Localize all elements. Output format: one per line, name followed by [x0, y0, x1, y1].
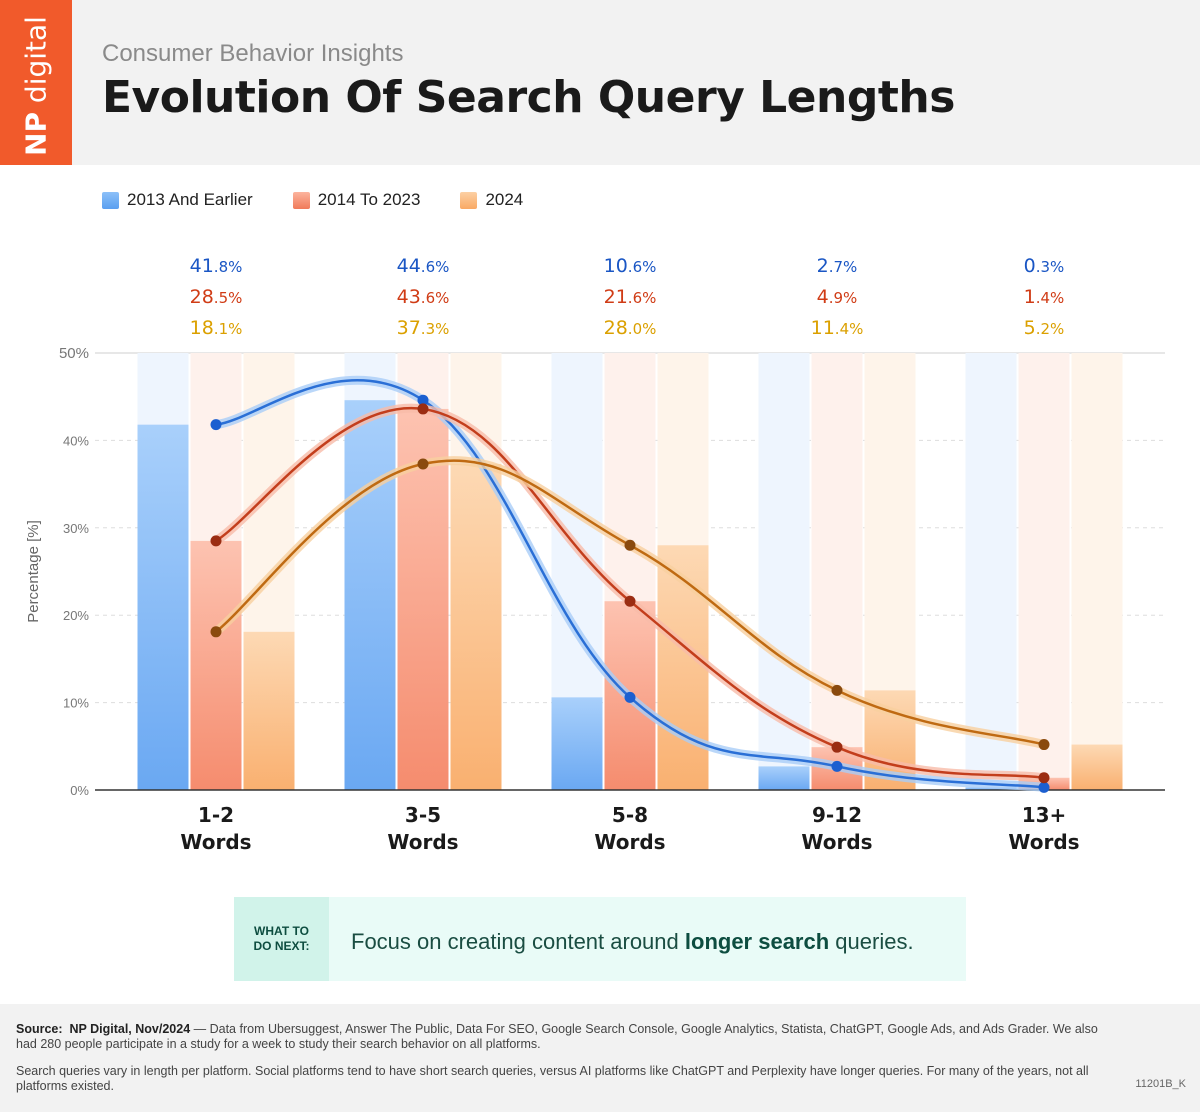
- callout-text: Focus on creating content around longer …: [351, 929, 914, 954]
- x-tick-label: Words: [180, 830, 251, 854]
- callout-label: WHAT TO DO NEXT:: [234, 897, 329, 981]
- bar-track: [965, 353, 1017, 790]
- data-label-2014-2023: 43.6%: [397, 286, 450, 308]
- data-point-2013: [831, 760, 843, 772]
- x-tick-label: 5-8: [612, 803, 648, 827]
- data-point-2024: [210, 626, 222, 638]
- bar-2013: [137, 424, 189, 790]
- chart-legend: 2013 And Earlier 2014 To 2023 2024: [102, 190, 523, 210]
- series-line-2014-2023: [214, 406, 1046, 780]
- legend-swatch-2024: [460, 191, 478, 209]
- bar-track: [1071, 353, 1123, 790]
- bar-2013: [551, 697, 603, 790]
- x-tick-label: Words: [801, 830, 872, 854]
- bar-line-chart: 0% 10% 20% 30% 40% 50% Percentage [%] 41.8% 28.5…: [25, 255, 1165, 854]
- platform-note: Search queries vary in length per platfo…: [16, 1064, 1089, 1093]
- data-point-2013: [210, 419, 222, 431]
- logo-text: NP digital: [19, 16, 53, 156]
- legend-item-2014-2023: 2014 To 2023: [292, 190, 421, 210]
- page-title: Evolution Of Search Query Lengths: [102, 72, 955, 123]
- x-tick-label: 13+: [1022, 803, 1067, 827]
- footer: Source: NP Digital, Nov/2024 — Data from…: [0, 1004, 1200, 1112]
- bar-2024: [1071, 744, 1123, 790]
- bar-track: [811, 353, 863, 790]
- legend-label-2024: 2024: [485, 190, 524, 209]
- y-axis-label: Percentage [%]: [25, 520, 42, 623]
- data-point-2013: [1038, 781, 1050, 793]
- data-label-2024: 18.1%: [190, 317, 243, 339]
- data-point-2014-2023: [624, 595, 636, 607]
- bar-2024: [450, 463, 502, 790]
- data-label-2013: 10.6%: [604, 255, 657, 277]
- bar-2013: [758, 766, 810, 790]
- data-label-2013: 44.6%: [397, 255, 450, 277]
- data-label-2024: 37.3%: [397, 317, 450, 339]
- data-label-2013: 2.7%: [817, 255, 858, 277]
- bar-2013: [965, 787, 1017, 790]
- bar-track: [1018, 353, 1070, 790]
- data-label-2013: 0.3%: [1024, 255, 1065, 277]
- y-tick-label: 50%: [59, 345, 89, 362]
- x-tick-label: 9-12: [812, 803, 862, 827]
- legend-item-2013: 2013 And Earlier: [102, 190, 253, 210]
- data-point-2014-2023: [831, 741, 843, 753]
- legend-item-2024: 2024: [460, 190, 523, 210]
- legend-label-2014-2023: 2014 To 2023: [317, 190, 421, 209]
- data-label-2014-2023: 1.4%: [1024, 286, 1065, 308]
- data-point-2013: [624, 691, 636, 703]
- x-tick-label: Words: [387, 830, 458, 854]
- series-line-2013: [214, 379, 1046, 789]
- legend-swatch-2013: [102, 191, 119, 209]
- np-digital-logo: NP digital: [0, 0, 72, 165]
- y-tick-label: 0%: [70, 783, 89, 798]
- y-tick-label: 30%: [63, 521, 89, 536]
- data-point-2014-2023: [1038, 772, 1050, 784]
- data-point-2024: [417, 458, 429, 470]
- source-note: Source: NP Digital, Nov/2024 — Data from…: [16, 1022, 1098, 1051]
- data-point-2014-2023: [417, 403, 429, 415]
- bar-2024: [243, 631, 295, 790]
- page-subtitle: Consumer Behavior Insights: [102, 40, 404, 67]
- data-point-2013: [417, 394, 429, 406]
- legend-label-2013: 2013 And Earlier: [127, 190, 253, 209]
- y-tick-label: 40%: [63, 433, 89, 448]
- data-point-2024: [831, 684, 843, 696]
- bar-2013: [344, 400, 396, 790]
- y-tick-label: 20%: [63, 608, 89, 623]
- data-label-2024: 5.2%: [1024, 317, 1065, 339]
- x-tick-label: Words: [1008, 830, 1079, 854]
- data-label-2013: 41.8%: [190, 255, 243, 277]
- legend-swatch-2014-2023: [292, 191, 310, 209]
- x-tick-label: Words: [594, 830, 665, 854]
- bar-2024: [657, 545, 709, 790]
- data-label-2024: 11.4%: [811, 317, 864, 339]
- x-tick-label: 1-2: [198, 803, 234, 827]
- data-point-2024: [624, 539, 636, 551]
- data-label-2024: 28.0%: [604, 317, 657, 339]
- data-point-2014-2023: [210, 535, 222, 547]
- data-label-2014-2023: 21.6%: [604, 286, 657, 308]
- data-label-2014-2023: 28.5%: [190, 286, 243, 308]
- data-point-2024: [1038, 739, 1050, 751]
- y-tick-label: 10%: [63, 696, 89, 711]
- header: NP digital Consumer Behavior Insights Ev…: [0, 0, 1200, 165]
- what-to-do-next-callout: WHAT TO DO NEXT: Focus on creating conte…: [234, 897, 966, 981]
- data-label-2014-2023: 4.9%: [817, 286, 858, 308]
- graphic-code: 11201B_K: [1135, 1078, 1186, 1090]
- x-tick-label: 3-5: [405, 803, 441, 827]
- bar-2014-2023: [190, 540, 242, 790]
